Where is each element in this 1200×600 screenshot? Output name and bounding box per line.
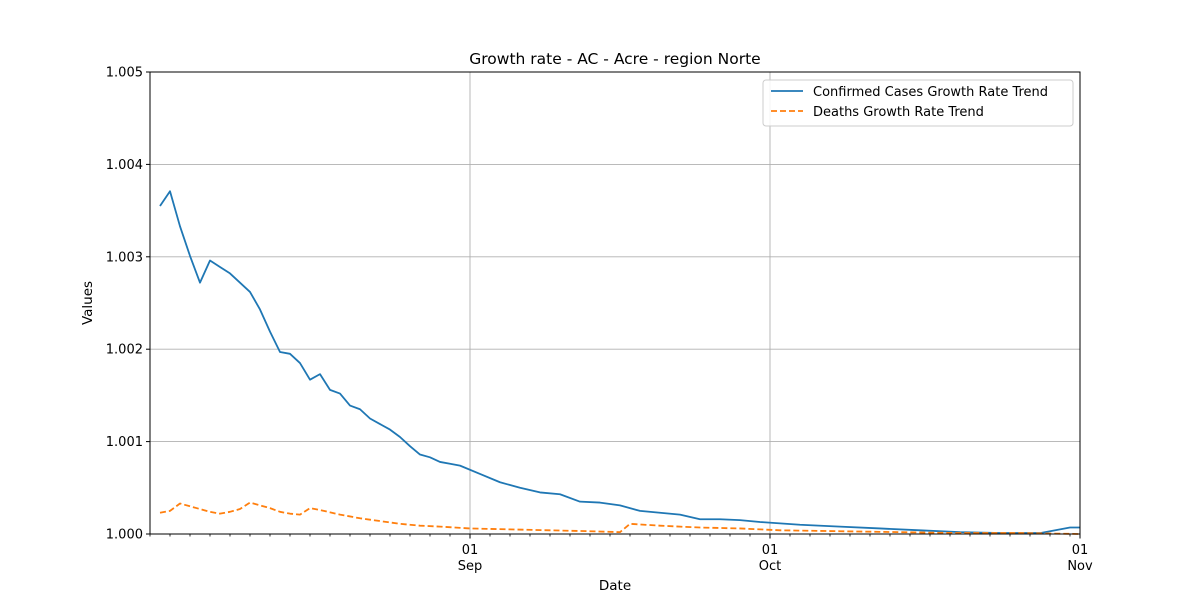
legend-box bbox=[762, 79, 1074, 127]
x-tick-label-month: Oct bbox=[759, 559, 781, 574]
y-tick-label: 1.001 bbox=[106, 435, 143, 450]
plot-frame bbox=[149, 71, 1081, 535]
legend-label-deaths: Deaths Growth Rate Trend bbox=[813, 105, 984, 120]
x-axis-label: Date bbox=[599, 578, 631, 594]
x-tick-label-day: 01 bbox=[462, 543, 479, 558]
y-tick-label: 1.004 bbox=[106, 158, 143, 173]
y-axis-label: Values bbox=[80, 281, 96, 325]
x-tick-label-day: 01 bbox=[762, 543, 779, 558]
y-tick-label: 1.002 bbox=[106, 343, 143, 358]
deaths-line bbox=[159, 501, 1081, 535]
series-layer bbox=[159, 190, 1081, 535]
y-tick-label: 1.005 bbox=[106, 66, 143, 81]
y-tick-label: 1.003 bbox=[106, 250, 143, 265]
confirmed-cases-line bbox=[159, 190, 1080, 534]
axis-ticks: 1.0001.0011.0021.0031.0041.00501Sep01Oct… bbox=[106, 66, 1093, 575]
legend-label-cases: Confirmed Cases Growth Rate Trend bbox=[813, 85, 1048, 100]
x-tick-label-day: 01 bbox=[1072, 543, 1089, 558]
chart-title: Growth rate - AC - Acre - region Norte bbox=[469, 50, 760, 68]
plot-area bbox=[150, 72, 1080, 534]
x-tick-label-month: Nov bbox=[1067, 559, 1093, 574]
x-tick-label-month: Sep bbox=[458, 559, 483, 574]
y-tick-label: 1.000 bbox=[106, 528, 143, 543]
legend: Confirmed Cases Growth Rate Trend Deaths… bbox=[762, 79, 1074, 127]
